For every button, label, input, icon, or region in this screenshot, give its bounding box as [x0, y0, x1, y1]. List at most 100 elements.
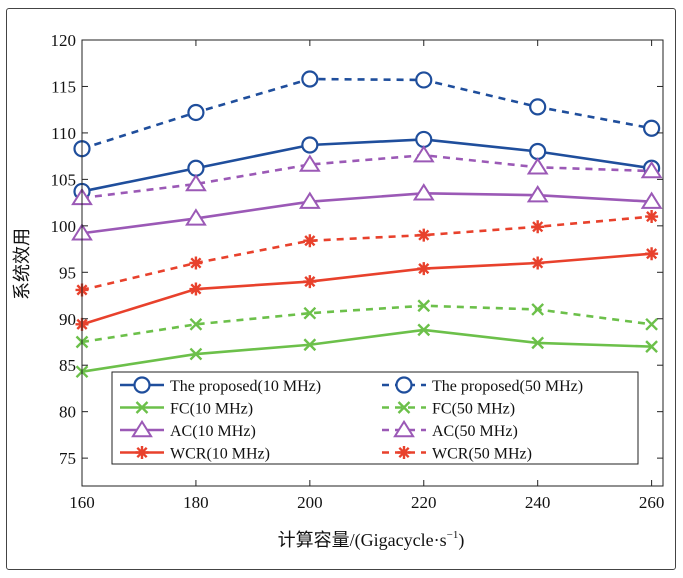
legend-label: AC(50 MHz) — [432, 423, 518, 440]
data-point — [189, 256, 203, 270]
y-tick-label: 90 — [59, 310, 76, 329]
legend-entry-1: The proposed(10 MHz) — [120, 376, 321, 395]
legend-label: The proposed(50 MHz) — [432, 378, 583, 395]
data-point — [640, 191, 663, 209]
data-point — [645, 340, 658, 353]
data-point — [189, 282, 203, 296]
legend-marker — [135, 401, 149, 414]
series-6 — [71, 145, 663, 206]
data-point — [303, 306, 317, 320]
data-point — [187, 103, 205, 122]
data-point — [185, 208, 207, 226]
data-point — [185, 173, 207, 192]
x-tick-label: 260 — [639, 493, 665, 512]
legend-label: FC(50 MHz) — [432, 401, 515, 418]
data-point — [417, 262, 431, 276]
data-point — [189, 347, 203, 361]
data-point — [640, 160, 663, 179]
series-line — [81, 304, 652, 344]
x-tick-label: 180 — [183, 493, 209, 512]
data-point — [303, 338, 317, 352]
x-axis-label-main: 计算容量/(Gigacycle·s — [278, 530, 447, 551]
y-tick-label: 120 — [51, 31, 77, 50]
legend: The proposed(10 MHz) The proposed(50 MHz)… — [111, 371, 639, 465]
series-line — [81, 153, 652, 200]
legend-marker — [397, 401, 411, 414]
data-point — [529, 98, 547, 116]
data-point — [417, 228, 431, 242]
data-point — [526, 185, 549, 203]
series-line — [81, 215, 652, 292]
legend-label: The proposed(10 MHz) — [170, 378, 321, 395]
legend-entry-7: WCR(10 MHz) — [120, 446, 270, 463]
y-tick-label: 100 — [51, 217, 77, 236]
legend-entry-5: AC(10 MHz) — [120, 419, 256, 440]
x-tick-label: 240 — [525, 493, 551, 512]
x-tick-label: 200 — [297, 493, 323, 512]
series-3 — [75, 323, 658, 379]
data-point — [531, 303, 545, 316]
plot-marks — [71, 70, 663, 379]
data-point — [531, 336, 545, 350]
data-point — [529, 142, 547, 161]
data-point — [415, 130, 433, 149]
x-axis-label-close: ) — [458, 530, 464, 551]
data-point — [417, 299, 431, 313]
figure-frame — [6, 8, 676, 570]
data-point — [301, 70, 319, 88]
plot-area — [81, 39, 664, 487]
series-4 — [75, 299, 658, 349]
legend-entry-4: FC(50 MHz) — [382, 401, 515, 418]
data-point — [303, 234, 317, 248]
data-point — [531, 220, 545, 234]
series-line — [81, 77, 652, 150]
legend-marker — [131, 419, 153, 438]
data-point — [417, 323, 431, 337]
legend-box — [111, 371, 639, 465]
legend-marker — [135, 446, 149, 459]
legend-entry-3: FC(10 MHz) — [120, 401, 253, 418]
legend-label: FC(10 MHz) — [170, 401, 253, 418]
series-line — [81, 138, 652, 193]
series-line — [81, 192, 652, 235]
data-point — [645, 210, 659, 224]
data-point — [645, 247, 659, 261]
data-point — [187, 159, 205, 177]
data-point — [412, 145, 435, 163]
legend-marker — [133, 376, 151, 394]
y-tick-label: 95 — [59, 263, 76, 282]
data-point — [645, 317, 658, 331]
legend-entry-6: AC(50 MHz) — [382, 419, 518, 440]
y-tick-label: 105 — [51, 170, 77, 189]
data-point — [301, 136, 319, 154]
data-point — [415, 71, 433, 89]
data-point — [298, 191, 321, 209]
series-line — [81, 328, 652, 373]
series-5 — [71, 183, 663, 241]
legend-entry-2: The proposed(50 MHz) — [382, 376, 583, 395]
legend-marker — [395, 376, 413, 394]
y-tick-label: 110 — [51, 124, 76, 143]
legend-marker — [397, 446, 411, 459]
axis-ticks: 160 180 200 220 240 260 75 80 85 90 95 100 105 110 115… — [51, 31, 665, 512]
y-tick-label: 115 — [51, 77, 76, 96]
legend-entry-8: WCR(50 MHz) — [382, 446, 532, 463]
y-tick-label: 80 — [59, 403, 76, 422]
legend-marker — [393, 419, 415, 438]
legend-label: WCR(50 MHz) — [432, 446, 532, 463]
legend-label: AC(10 MHz) — [170, 423, 256, 440]
data-point — [412, 183, 435, 201]
series-7 — [75, 247, 659, 331]
data-point — [526, 157, 549, 175]
x-axis-label-sup: −1 — [447, 529, 459, 541]
y-tick-label: 85 — [59, 356, 76, 375]
y-axis-label: 系统效用 — [12, 228, 32, 300]
legend-label: WCR(10 MHz) — [170, 446, 270, 463]
data-point — [531, 256, 545, 270]
series-line — [81, 252, 652, 326]
x-tick-label: 220 — [411, 493, 437, 512]
data-point — [643, 119, 661, 137]
data-point — [189, 317, 203, 331]
data-point — [298, 154, 321, 172]
